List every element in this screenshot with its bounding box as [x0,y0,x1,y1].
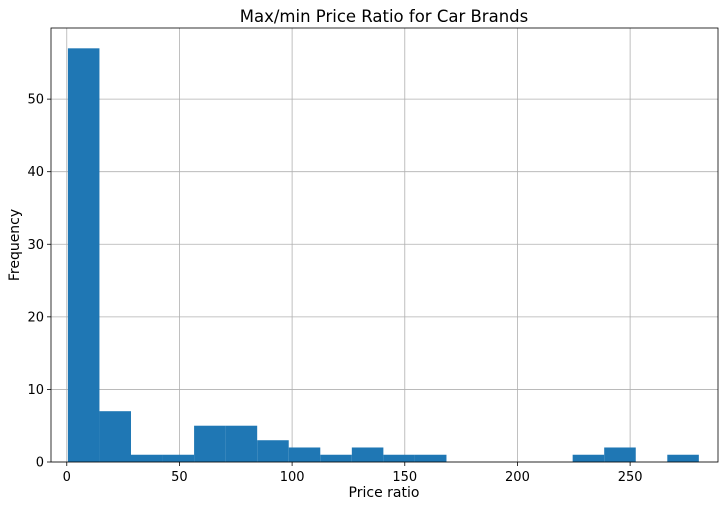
x-tick-label: 50 [171,470,188,485]
histogram-bar [667,454,699,462]
histogram-bar [572,454,605,462]
y-tick-label: 30 [27,238,44,253]
plot-frame [50,27,719,463]
grid [51,28,718,463]
histogram-bar [351,447,384,462]
bars [67,48,699,462]
y-tick-label: 40 [27,165,44,180]
x-tick-label: 0 [63,470,71,485]
x-tick-label: 200 [505,470,530,485]
histogram-bar [194,425,226,462]
x-axis-ticks: 0 50 100 150 200 250 [63,462,643,485]
histogram-bar [320,454,352,462]
y-tick-label: 10 [27,383,44,398]
histogram-bar [604,447,636,462]
histogram-bar [162,454,195,462]
y-tick-label: 0 [36,456,44,471]
histogram-bar [99,411,131,462]
x-tick-label: 150 [392,470,417,485]
histogram-bar [130,454,163,462]
x-axis-label: Price ratio [349,485,420,501]
histogram-bar [414,454,447,462]
x-tick-label: 250 [618,470,643,485]
histogram-bar [225,425,258,462]
y-axis-label: Frequency [7,209,23,281]
histogram-bar [288,447,321,462]
x-tick-label: 100 [280,470,305,485]
histogram-bar [257,440,289,462]
y-tick-label: 50 [27,93,44,108]
y-axis-ticks: 0 10 20 30 40 50 [27,93,51,471]
chart-title: Max/min Price Ratio for Car Brands [240,7,528,26]
histogram-bar [67,48,100,462]
histogram-bar [383,454,415,462]
y-tick-label: 20 [27,310,44,325]
